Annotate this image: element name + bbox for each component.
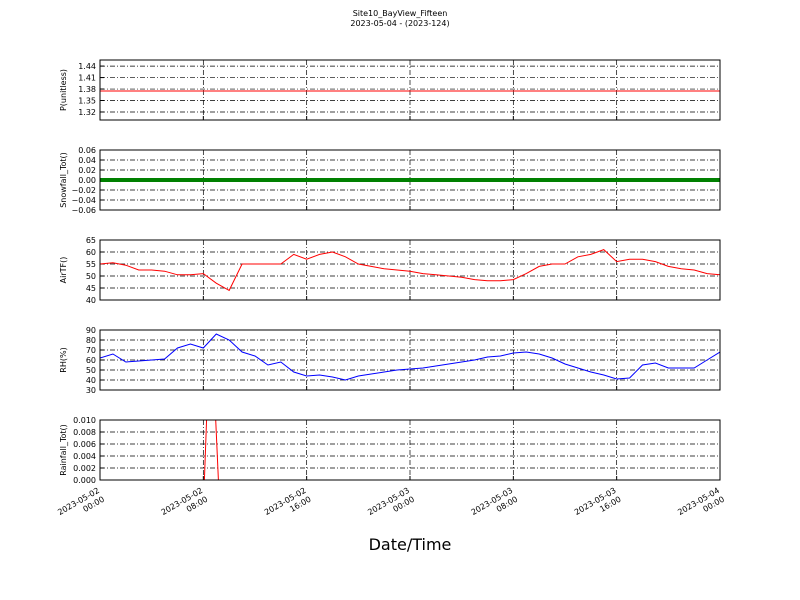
y-tick-label: 60 (86, 248, 96, 257)
y-tick-label: 90 (86, 326, 96, 335)
x-tick-label: 2023-05-0400:00 (676, 486, 726, 526)
y-tick-label: 50 (86, 272, 96, 281)
y-tick-label: 80 (86, 336, 96, 345)
plot-frame (99, 419, 721, 481)
x-axis-label: Date/Time (369, 535, 452, 554)
y-tick-label: 50 (86, 366, 96, 375)
x-tick-label: 2023-05-0316:00 (573, 486, 623, 526)
plot-frame (99, 149, 721, 211)
y-axis-label: AirTF() (59, 257, 68, 284)
y-tick-label: 0.06 (78, 146, 96, 155)
y-tick-label: 40 (86, 296, 96, 305)
data-line (100, 333, 720, 381)
y-tick-label: 70 (86, 346, 96, 355)
y-tick-label: −0.02 (71, 186, 96, 195)
chart-subtitle: 2023-05-04 - (2023-124) (350, 19, 449, 28)
y-tick-label: 0.02 (78, 166, 96, 175)
y-tick-label: 0.00 (78, 176, 96, 185)
data-line (100, 249, 720, 292)
y-tick-label: 1.38 (78, 85, 96, 94)
y-tick-label: 0.002 (73, 464, 96, 473)
y-tick-label: 1.35 (78, 97, 96, 106)
y-tick-label: −0.04 (71, 196, 96, 205)
y-tick-label: 0.000 (73, 476, 96, 485)
y-axis-label: RH(%) (59, 347, 68, 372)
y-tick-label: 60 (86, 356, 96, 365)
y-tick-label: 65 (86, 236, 96, 245)
plot-frame (99, 59, 721, 121)
x-tick-label: 2023-05-0200:00 (56, 486, 106, 526)
y-tick-label: 0.006 (73, 440, 96, 449)
y-axis-label: Snowfall_Tot() (59, 152, 68, 208)
y-tick-label: −0.06 (71, 206, 96, 215)
x-tick-label: 2023-05-0216:00 (263, 486, 313, 526)
y-tick-label: 0.010 (73, 416, 96, 425)
y-tick-label: 1.41 (78, 74, 96, 83)
y-axis-label: P(unitless) (59, 69, 68, 111)
y-tick-label: 1.44 (78, 62, 96, 71)
x-tick-label: 2023-05-0208:00 (160, 486, 210, 526)
y-axis-label: Rainfall_Tot() (59, 424, 68, 476)
y-tick-label: 0.004 (73, 452, 96, 461)
y-tick-label: 30 (86, 386, 96, 395)
y-tick-label: 45 (86, 284, 96, 293)
y-tick-label: 1.32 (78, 108, 96, 117)
chart-title: Site10_BayView_Fifteen (353, 9, 448, 18)
plot-frame (99, 239, 721, 301)
x-tick-label: 2023-05-0308:00 (470, 486, 520, 526)
y-tick-label: 55 (86, 260, 96, 269)
plot-frame (99, 329, 721, 391)
y-tick-label: 0.04 (78, 156, 96, 165)
y-tick-label: 0.008 (73, 428, 96, 437)
x-tick-label: 2023-05-0300:00 (366, 486, 416, 526)
y-tick-label: 40 (86, 376, 96, 385)
